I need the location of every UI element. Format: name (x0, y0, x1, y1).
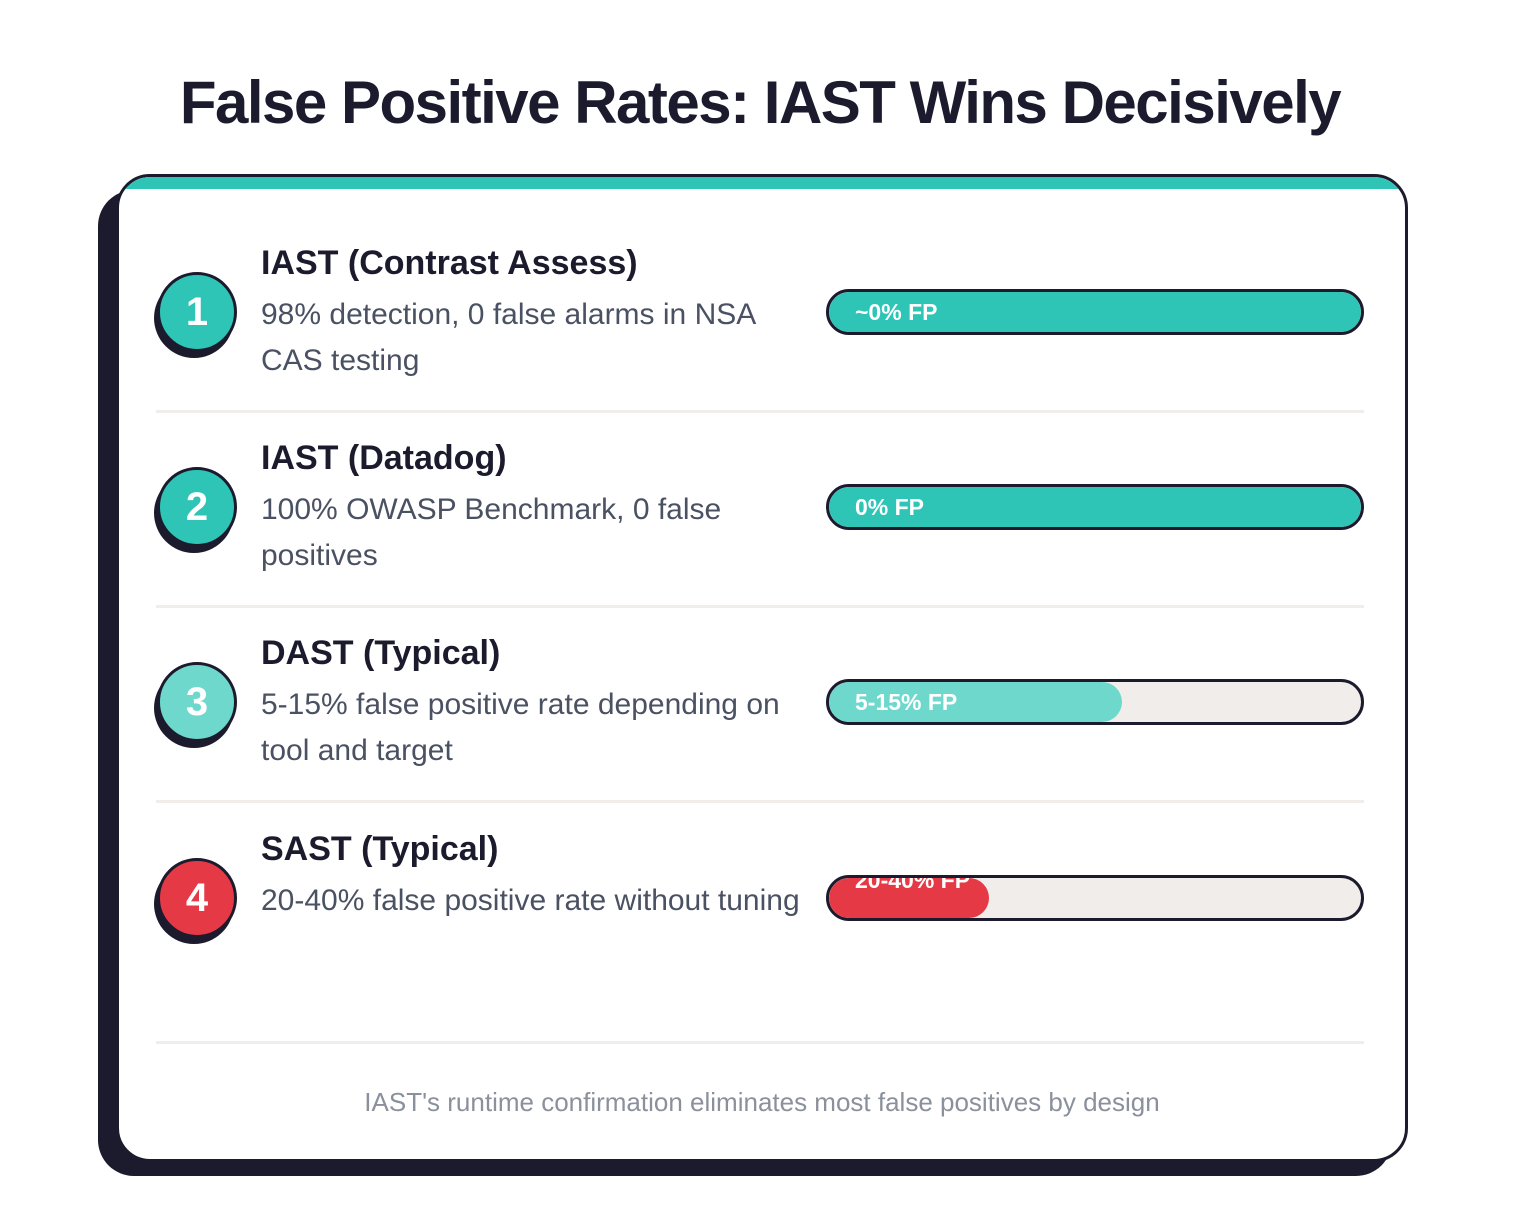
footer-note: IAST's runtime confirmation eliminates m… (364, 1087, 1160, 1117)
rank-number: 4 (185, 875, 209, 920)
list-item: 3 DAST (Typical) 5-15% false positive ra… (119, 622, 1405, 818)
divider (156, 410, 1364, 413)
fp-rate-fill (829, 292, 1361, 332)
fp-rate-fill (829, 487, 1361, 527)
list-item: 4 SAST (Typical) 20-40% false positive r… (119, 818, 1405, 1014)
rank-badge: 3 (157, 662, 237, 742)
rank-number: 3 (185, 679, 209, 724)
divider (156, 605, 1364, 608)
comparison-card: 1 IAST (Contrast Assess) 98% detection, … (116, 174, 1408, 1162)
rank-badge: 4 (157, 858, 237, 938)
fp-rate-label: 20-40% FP (855, 875, 971, 893)
page-title: False Positive Rates: IAST Wins Decisive… (179, 69, 1342, 136)
divider (156, 1041, 1364, 1044)
list-item: 1 IAST (Contrast Assess) 98% detection, … (119, 232, 1405, 428)
fp-rate-bar: ~0% FP (826, 289, 1364, 335)
fp-rate-label: 0% FP (855, 494, 925, 520)
tool-name: DAST (Typical) (261, 634, 501, 672)
fp-rate-fill (829, 878, 989, 918)
accent-stripe (119, 177, 1405, 189)
fp-rate-bar: 0% FP (826, 484, 1364, 530)
tool-description: 98% detection, 0 false alarms in NSA CAS… (261, 298, 755, 377)
tool-name: SAST (Typical) (261, 830, 499, 868)
rank-badge: 1 (157, 272, 237, 352)
tool-description: 100% OWASP Benchmark, 0 false positives (261, 493, 722, 572)
tool-description: 20-40% false positive rate without tunin… (261, 884, 800, 917)
rank-number: 1 (185, 289, 209, 334)
rank-number: 2 (185, 484, 209, 529)
fp-rate-bar: 5-15% FP (826, 679, 1364, 725)
fp-rate-bar: 20-40% FP (826, 875, 1364, 921)
list-item: 2 IAST (Datadog) 100% OWASP Benchmark, 0… (119, 427, 1405, 623)
tool-name: IAST (Contrast Assess) (261, 244, 638, 282)
fp-rate-label: 5-15% FP (855, 689, 958, 715)
tool-description: 5-15% false positive rate depending on t… (261, 688, 780, 767)
fp-rate-fill (829, 682, 1122, 722)
fp-rate-label: ~0% FP (855, 299, 938, 325)
divider (156, 800, 1364, 803)
tool-name: IAST (Datadog) (261, 439, 507, 477)
rank-badge: 2 (157, 467, 237, 547)
